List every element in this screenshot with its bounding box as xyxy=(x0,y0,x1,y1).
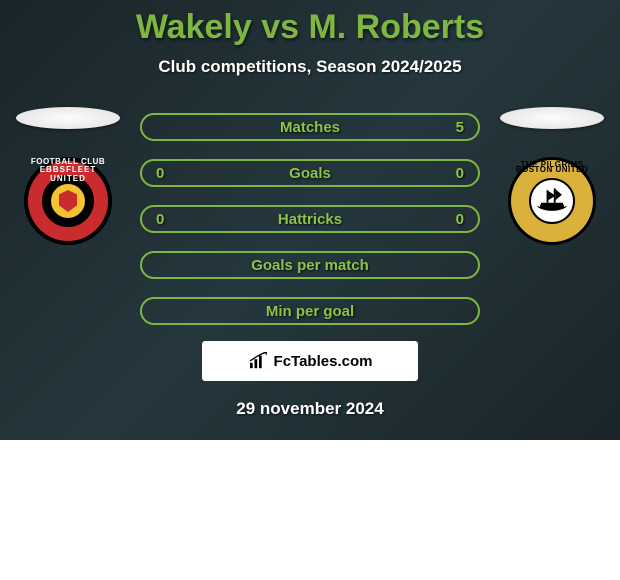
player-placeholder-right xyxy=(500,107,604,129)
stat-right-value: 0 xyxy=(424,211,464,228)
stat-label: Goals xyxy=(196,165,424,182)
stat-row-min-per-goal: Min per goal xyxy=(140,297,480,325)
watermark-text: FcTables.com xyxy=(274,353,373,370)
stat-left-value: 0 xyxy=(156,211,196,228)
club-badge-boston: BOSTON UNITED THE PILGRIMS xyxy=(508,157,596,245)
stat-row-goals-per-match: Goals per match xyxy=(140,251,480,279)
comparison-row: EBBSFLEET UNITED FOOTBALL CLUB Matches 5… xyxy=(0,107,620,325)
left-column: EBBSFLEET UNITED FOOTBALL CLUB xyxy=(16,107,120,245)
stats-column: Matches 5 0 Goals 0 0 Hattricks 0 Goals … xyxy=(140,113,480,325)
badge-inner-circle xyxy=(49,182,87,220)
stat-right-value: 0 xyxy=(424,165,464,182)
stat-label: Goals per match xyxy=(196,257,424,274)
stat-label: Min per goal xyxy=(196,303,424,320)
watermark: FcTables.com xyxy=(202,341,418,381)
stat-row-hattricks: 0 Hattricks 0 xyxy=(140,205,480,233)
infographic-panel: Wakely vs M. Roberts Club competitions, … xyxy=(0,0,620,440)
stat-label: Hattricks xyxy=(196,211,424,228)
chart-icon xyxy=(248,352,270,370)
stat-left-value: 0 xyxy=(156,165,196,182)
bottom-whitespace xyxy=(0,440,620,580)
right-column: BOSTON UNITED THE PILGRIMS xyxy=(500,107,604,245)
subtitle: Club competitions, Season 2024/2025 xyxy=(0,57,620,77)
stat-right-value: 5 xyxy=(424,119,464,136)
date-text: 29 november 2024 xyxy=(0,399,620,419)
badge-text-bottom: THE PILGRIMS xyxy=(511,160,593,237)
stat-row-matches: Matches 5 xyxy=(140,113,480,141)
stat-label: Matches xyxy=(196,119,424,136)
badge-shield-icon xyxy=(59,190,77,212)
player-placeholder-left xyxy=(16,107,120,129)
page-title: Wakely vs M. Roberts xyxy=(0,8,620,47)
stat-row-goals: 0 Goals 0 xyxy=(140,159,480,187)
club-badge-ebbsfleet: EBBSFLEET UNITED FOOTBALL CLUB xyxy=(24,157,112,245)
